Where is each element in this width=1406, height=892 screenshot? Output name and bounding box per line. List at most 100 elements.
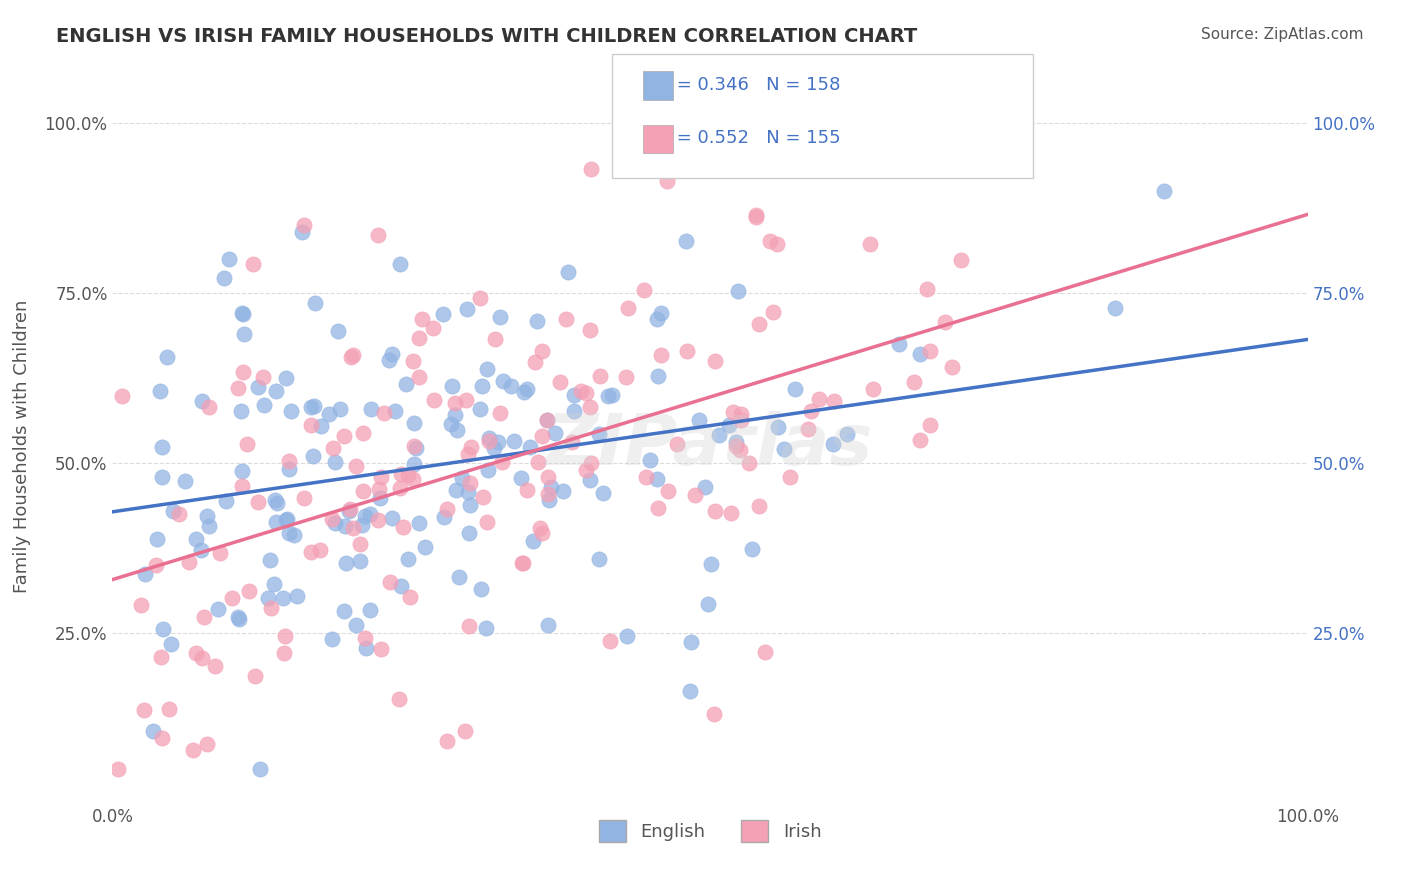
Point bbox=[468, 401, 491, 416]
Point bbox=[436, 501, 458, 516]
Point bbox=[339, 350, 361, 364]
Point bbox=[531, 526, 554, 541]
Point bbox=[600, 388, 623, 402]
Point bbox=[510, 471, 533, 485]
Point bbox=[389, 467, 412, 482]
Point bbox=[575, 463, 598, 477]
Point bbox=[676, 344, 699, 359]
Point bbox=[389, 482, 412, 496]
Point bbox=[359, 507, 381, 521]
Point bbox=[675, 235, 697, 249]
Point bbox=[264, 516, 287, 530]
Point bbox=[903, 375, 925, 389]
Point bbox=[519, 440, 541, 454]
Point bbox=[195, 509, 218, 524]
Point bbox=[557, 265, 579, 279]
Point bbox=[231, 478, 253, 492]
Point bbox=[647, 501, 669, 516]
Point bbox=[252, 370, 274, 384]
Point bbox=[342, 520, 364, 534]
Point bbox=[352, 425, 374, 440]
Point bbox=[510, 556, 533, 570]
Point bbox=[704, 353, 727, 368]
Point bbox=[226, 381, 249, 395]
Point bbox=[408, 331, 430, 345]
Point bbox=[299, 400, 322, 414]
Point bbox=[304, 295, 326, 310]
Point bbox=[266, 496, 288, 510]
Point bbox=[342, 348, 364, 362]
Point bbox=[349, 554, 371, 568]
Point bbox=[458, 498, 481, 512]
Point bbox=[647, 368, 669, 383]
Point bbox=[280, 404, 302, 418]
Point bbox=[762, 305, 785, 319]
Point bbox=[575, 385, 598, 400]
Point bbox=[318, 407, 340, 421]
Point bbox=[470, 582, 492, 597]
Point bbox=[578, 401, 600, 415]
Point bbox=[398, 590, 420, 604]
Point bbox=[475, 362, 498, 376]
Point bbox=[807, 392, 830, 406]
Point bbox=[107, 762, 129, 776]
Point bbox=[515, 483, 537, 497]
Point bbox=[538, 493, 561, 508]
Point bbox=[349, 537, 371, 551]
Point bbox=[277, 525, 299, 540]
Point bbox=[451, 471, 474, 485]
Point bbox=[367, 227, 389, 242]
Point bbox=[181, 742, 204, 756]
Point bbox=[160, 636, 183, 650]
Point bbox=[247, 494, 270, 508]
Point bbox=[950, 252, 973, 267]
Point bbox=[717, 418, 740, 433]
Point bbox=[378, 353, 401, 368]
Point bbox=[530, 344, 553, 359]
Point bbox=[292, 491, 315, 506]
Point bbox=[162, 504, 184, 518]
Point bbox=[489, 310, 512, 325]
Point bbox=[247, 380, 270, 394]
Point bbox=[131, 598, 153, 612]
Point bbox=[862, 382, 884, 396]
Point bbox=[344, 458, 367, 473]
Point bbox=[352, 483, 374, 498]
Point bbox=[159, 702, 181, 716]
Point bbox=[540, 479, 562, 493]
Text: ENGLISH VS IRISH FAMILY HOUSEHOLDS WITH CHILDREN CORRELATION CHART: ENGLISH VS IRISH FAMILY HOUSEHOLDS WITH … bbox=[56, 27, 918, 45]
Point bbox=[471, 378, 494, 392]
Point bbox=[578, 323, 600, 337]
Point bbox=[134, 567, 156, 582]
Point bbox=[229, 403, 252, 417]
Point bbox=[432, 307, 454, 321]
Point bbox=[910, 347, 932, 361]
Point bbox=[373, 406, 395, 420]
Point bbox=[264, 493, 287, 508]
Point bbox=[276, 513, 298, 527]
Point bbox=[454, 393, 477, 408]
Point bbox=[703, 707, 725, 722]
Point bbox=[339, 502, 361, 516]
Point bbox=[477, 462, 499, 476]
Point bbox=[212, 270, 235, 285]
Point bbox=[215, 494, 238, 508]
Point bbox=[323, 455, 346, 469]
Point bbox=[800, 403, 823, 417]
Point bbox=[335, 556, 357, 570]
Point bbox=[367, 513, 389, 527]
Point bbox=[411, 312, 433, 326]
Point bbox=[408, 370, 430, 384]
Point bbox=[759, 234, 782, 248]
Point bbox=[645, 472, 668, 486]
Point bbox=[914, 150, 936, 164]
Point bbox=[444, 483, 467, 498]
Point bbox=[389, 256, 412, 270]
Point bbox=[368, 483, 391, 497]
Point bbox=[322, 441, 344, 455]
Point bbox=[499, 379, 522, 393]
Point bbox=[536, 413, 558, 427]
Legend: English, Irish: English, Irish bbox=[589, 811, 831, 851]
Point bbox=[724, 439, 747, 453]
Point bbox=[440, 378, 463, 392]
